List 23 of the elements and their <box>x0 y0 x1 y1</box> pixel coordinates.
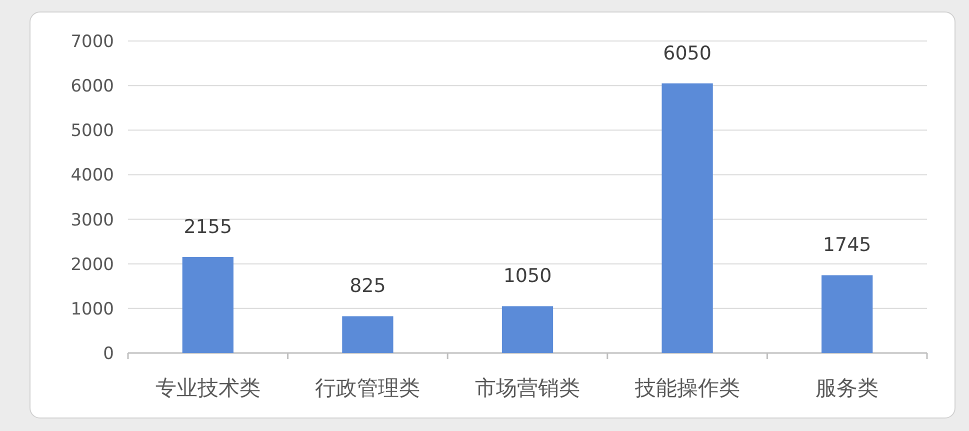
bar <box>502 306 554 353</box>
x-tick-label: 市场营销类 <box>475 376 580 400</box>
x-tick-label: 服务类 <box>816 376 879 400</box>
y-tick-label: 6000 <box>70 76 114 97</box>
y-tick-label: 2000 <box>70 254 114 275</box>
y-tick-label: 5000 <box>70 121 114 142</box>
bar <box>662 83 713 353</box>
y-tick-label: 4000 <box>70 166 114 186</box>
y-tick-label: 0 <box>103 344 114 364</box>
y-tick-label: 1000 <box>70 299 114 320</box>
bar <box>182 256 234 353</box>
data-label: 6050 <box>663 42 712 64</box>
data-label: 2155 <box>184 216 232 238</box>
y-tick-label: 7000 <box>70 32 114 52</box>
data-label: 1745 <box>822 234 872 256</box>
x-tick-label: 技能操作类 <box>634 376 740 400</box>
x-tick-label: 专业技术类 <box>155 376 260 400</box>
bar <box>342 316 394 353</box>
y-tick-label: 3000 <box>70 210 114 230</box>
x-tick-label: 行政管理类 <box>315 376 420 400</box>
data-label: 1050 <box>503 265 552 288</box>
bar <box>822 275 873 353</box>
data-label: 825 <box>350 275 386 298</box>
